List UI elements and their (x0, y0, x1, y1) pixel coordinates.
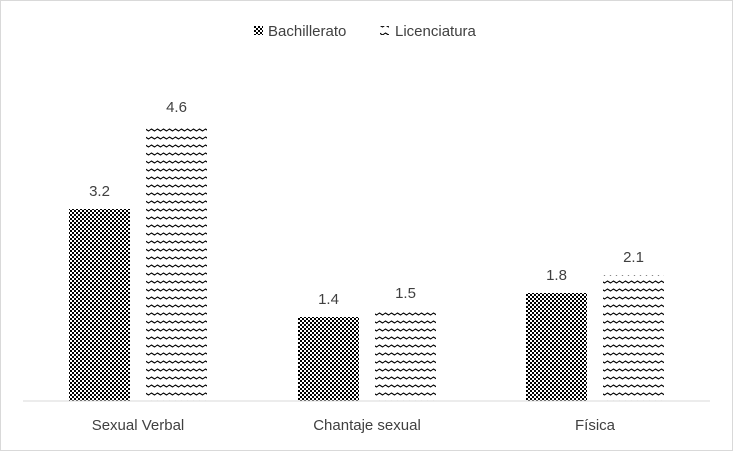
legend-swatch-bachillerato (254, 26, 263, 35)
data-label: 1.8 (546, 267, 567, 284)
legend-label-bachillerato: Bachillerato (268, 23, 346, 40)
data-labels-group: 3.2 4.6 1.4 1.5 1.8 2.1 (89, 99, 644, 308)
bar-bachillerato-0 (69, 209, 130, 401)
x-tick-label: Chantaje sexual (313, 417, 421, 434)
bar-bachillerato-1 (298, 317, 359, 401)
x-tick-label: Sexual Verbal (92, 417, 185, 434)
legend-label-licenciatura: Licenciatura (395, 23, 477, 40)
x-tick-labels-group: Sexual Verbal Chantaje sexual Física (92, 417, 616, 434)
data-label: 1.4 (318, 291, 339, 308)
bar-licenciatura-1 (375, 311, 436, 401)
legend: Bachillerato Licenciatura (254, 23, 477, 40)
data-label: 1.5 (395, 285, 416, 302)
bar-bachillerato-2 (526, 293, 587, 401)
legend-swatch-licenciatura (380, 26, 389, 35)
x-tick-label: Física (575, 417, 616, 434)
data-label: 2.1 (623, 249, 644, 266)
data-label: 3.2 (89, 183, 110, 200)
bars-group (69, 125, 664, 401)
bar-licenciatura-0 (146, 125, 207, 401)
bar-licenciatura-2 (603, 275, 664, 401)
data-label: 4.6 (166, 99, 187, 116)
